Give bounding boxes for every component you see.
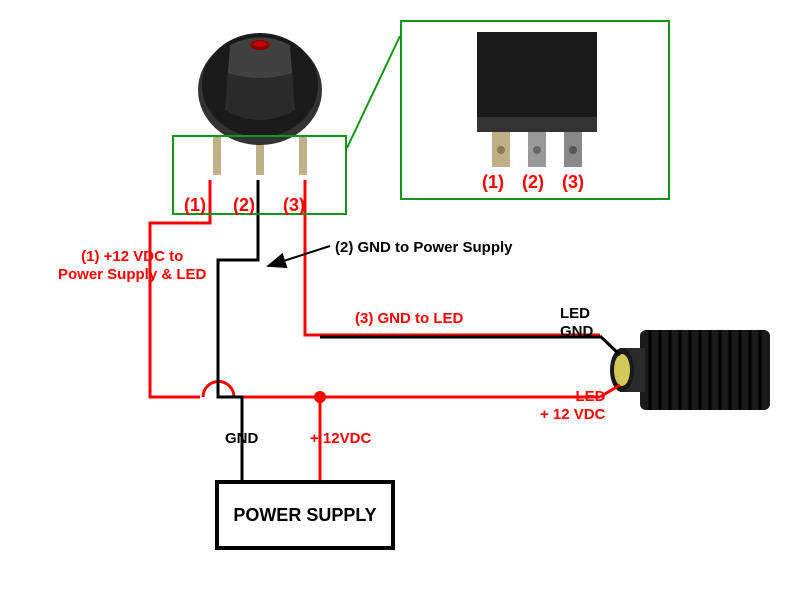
led-12v-label: LED + 12 VDC: [540, 388, 605, 424]
wire-1-label: (1) +12 VDC to Power Supply & LED: [58, 248, 206, 284]
led-device-illustration: [600, 320, 770, 415]
inset-pin-1-label: (1): [482, 172, 504, 193]
switch-pin-1-label: (1): [184, 195, 206, 216]
inset-pin-2-label: (2): [522, 172, 544, 193]
inset-pin-3-label: (3): [562, 172, 584, 193]
led-gnd-label: LED GND: [560, 305, 593, 341]
switch-pin-3-label: (3): [283, 195, 305, 216]
power-supply-box: POWER SUPPLY: [215, 480, 395, 550]
power-supply-text: POWER SUPPLY: [233, 505, 376, 526]
rocker-switch-illustration: [195, 15, 325, 145]
gnd-label: GND: [225, 430, 258, 448]
switch-pin-2-label: (2): [233, 195, 255, 216]
wire-3-label: (3) GND to LED: [355, 310, 463, 328]
inset-frame: (1) (2) (3): [400, 20, 670, 200]
wire-2-label: (2) GND to Power Supply: [335, 239, 513, 257]
plus-12vdc-label: + 12VDC: [310, 430, 371, 448]
